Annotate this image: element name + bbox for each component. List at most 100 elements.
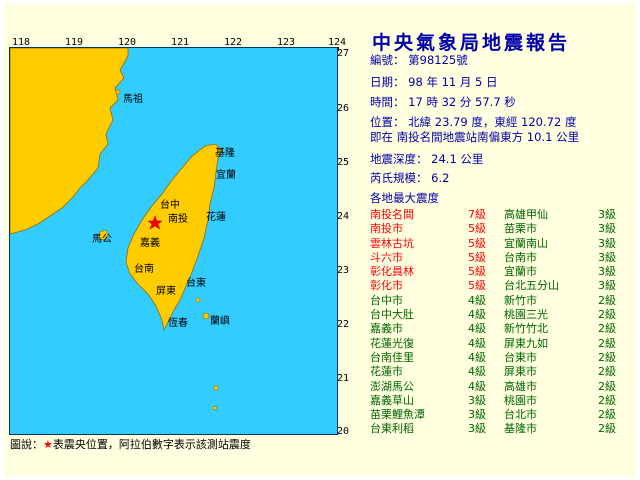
report-magnitude-value: 6.2 [431,171,450,185]
intensity-station-left: 彰化市 [370,279,403,293]
report-location-value: 南投名間地震站南偏東方 10.1 公里 [396,130,580,144]
longitude-tick-label: 118 [12,37,31,48]
intensity-level-left: 4級 [468,336,486,350]
lanyu-island [202,312,210,320]
taiwan-island [125,143,223,332]
map-label-keelung: 基隆 [215,148,235,159]
intensity-level-right: 3級 [598,222,616,236]
latitude-tick-label: 21 [337,373,350,384]
report-time-label: 時間： [370,95,405,109]
intensity-row: 台東利稻 3級 基隆市 2級 [370,420,620,436]
legend-star-icon: ★ [43,438,53,451]
intensity-level-left: 4級 [468,308,486,322]
intensity-row: 南投名間 7級 高雄甲仙 3級 [370,206,620,221]
intensity-station-right: 桃園三光 [504,308,548,322]
intensity-level-left: 3級 [468,408,486,422]
intensity-table: 南投名間 7級 高雄甲仙 3級 南投市 5級 苗栗市 3級 雲林古坑 5級 宜蘭南山 3級 斗六市 5級台… [370,206,620,435]
intensity-station-right: 台南市 [504,250,537,264]
intensity-level-left: 3級 [468,393,486,407]
intensity-level-right: 3級 [598,279,616,293]
intensity-station-left: 台中大肚 [370,308,414,322]
intensity-station-right: 桃園市 [504,393,537,407]
intensity-station-left: 嘉義草山 [370,393,414,407]
china-coast [10,48,129,235]
intensity-row: 嘉義草山 3級 桃園市 2級 [370,392,620,407]
intensity-level-left: 4級 [468,293,486,307]
intensity-level-right: 2級 [598,408,616,422]
report-position-label: 位置： [370,115,405,129]
map-label-penghu: 馬公 [92,234,112,245]
intensity-station-left: 台南佳里 [370,350,414,364]
intensity-station-right: 宜蘭市 [504,265,537,279]
map-legend: 圖說：★表震央位置，阿拉伯數字表示該測站震度 [10,436,251,452]
intensity-level-left: 4級 [468,350,486,364]
intensity-row: 苗栗鯉魚潭 3級 台北市 2級 [370,406,620,422]
latitude-tick-label: 26 [337,103,350,114]
intensity-station-right: 屏東九如 [504,336,548,350]
intensity-station-left: 澎湖馬公 [370,379,414,393]
map-label-taichung: 台中 [160,200,180,211]
intensity-level-right: 3級 [598,250,616,264]
intensity-row: 台中大肚 4級 桃園三光 2級 [370,306,620,322]
map-label-lanyu: 蘭嶼 [210,316,230,327]
longitude-tick-label: 123 [277,37,296,48]
report-position-value: 北緯 23.79 度，東經 120.72 度 [408,115,577,129]
intensity-station-right: 高雄甲仙 [504,208,548,221]
intensity-level-right: 2級 [598,308,616,322]
report-time: 時間： 17 時 32 分 57.7 秒 [370,94,516,110]
intensity-station-left: 苗栗鯉魚潭 [370,408,425,422]
longitude-tick-label: 121 [171,37,190,48]
intensity-row: 嘉義市 4級 新竹竹北 2級 [370,320,620,336]
intensity-level-left: 5級 [468,279,486,293]
map-label-taitung: 台東 [186,278,206,289]
intensity-level-left: 5級 [468,236,486,250]
intensity-level-left: 5級 [468,265,486,279]
report-magnitude: 芮氏規模： 6.2 [370,170,449,186]
islet-2 [212,405,218,411]
intensity-station-left: 彰化員林 [370,265,414,279]
intensity-row: 南投市 5級 苗栗市 3級 [370,220,620,236]
report-number-label: 編號： [370,53,405,67]
intensity-row: 台中市 4級 新竹市 2級 [370,292,620,307]
intensity-level-left: 4級 [468,379,486,393]
intensity-level-left: 7級 [468,208,486,221]
intensity-row: 花蓮光復 4級 屏東九如 2級 [370,335,620,350]
report-time-value: 17 時 32 分 57.7 秒 [408,95,516,109]
report-number-value: 第98125號 [408,53,468,67]
mazu-island [115,89,121,95]
intensity-level-right: 2級 [598,393,616,407]
intensity-level-left: 5級 [468,250,486,264]
latitude-tick-label: 25 [337,157,350,168]
intensity-header: 各地最大震度 [370,191,439,205]
report-number: 編號： 第98125號 [370,52,468,68]
islet-1 [213,385,219,391]
map-label-chiayi: 嘉義 [140,238,160,249]
intensity-station-right: 基隆市 [504,422,537,436]
intensity-level-right: 2級 [598,322,616,336]
intensity-row: 雲林古坑 5級 宜蘭南山 3級 [370,235,620,250]
latitude-tick-label: 27 [337,48,350,59]
legend-prefix: 圖說： [10,438,43,451]
intensity-level-left: 4級 [468,322,486,336]
report-depth-label: 地震深度： [370,152,428,166]
longitude-tick-label: 119 [65,37,84,48]
legend-text: 表震央位置，阿拉伯數字表示該測站震度 [52,438,251,451]
intensity-station-left: 嘉義市 [370,322,403,336]
report-date-value: 98 年 11 月 5 日 [408,75,498,89]
intensity-station-right: 台北市 [504,408,537,422]
penghu-islands [98,229,109,241]
latitude-tick-label: 20 [337,426,350,437]
intensity-level-right: 2級 [598,336,616,350]
report-location-label: 即在 [370,130,393,144]
intensity-row: 台南佳里 4級 台東市 2級 [370,349,620,364]
intensity-station-right: 高雄市 [504,379,537,393]
intensity-row: 花蓮市 4級 屏東市 2級 [370,363,620,379]
report-depth: 地震深度： 24.1 公里 [370,151,483,167]
longitude-tick-label: 120 [118,37,137,48]
intensity-station-left: 斗六市 [370,250,403,264]
intensity-station-right: 新竹市 [504,293,537,307]
intensity-station-right: 台東市 [504,350,537,364]
longitude-tick [338,47,339,51]
intensity-level-left: 5級 [468,222,486,236]
intensity-level-right: 2級 [598,365,616,379]
